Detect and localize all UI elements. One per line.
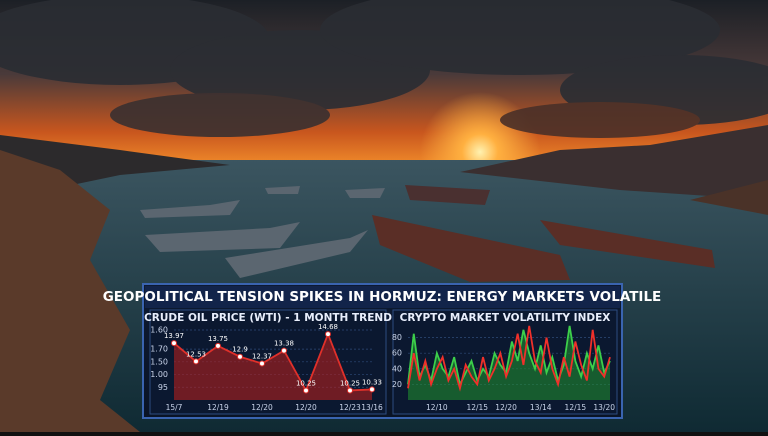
data-label: 14.68 — [318, 323, 338, 331]
point — [237, 353, 243, 360]
far-hills-right — [460, 125, 768, 200]
line — [407, 325, 611, 392]
y-tick-label: 1.60 — [150, 326, 168, 335]
x-tick-label: 12/15 — [565, 403, 587, 412]
panel-title: GEOPOLITICAL TENSION SPIKES IN HORMUZ: E… — [103, 289, 662, 305]
data-label: 12.53 — [186, 350, 206, 358]
x-tick-label: 12/20 — [295, 403, 317, 412]
point — [325, 331, 331, 338]
line — [407, 325, 611, 388]
point — [347, 387, 353, 394]
cliff-left — [0, 150, 140, 432]
data-label: 13.38 — [274, 340, 294, 348]
x-tick-label: 13/14 — [530, 403, 552, 412]
point — [303, 387, 309, 394]
data-label: 10.25 — [296, 379, 316, 387]
panel-header — [145, 286, 620, 308]
chart-title: CRYPTO MARKET VOLATILITY INDEX — [400, 312, 611, 324]
data-label: 12.37 — [252, 352, 272, 360]
y-tick-label: 95 — [158, 383, 168, 392]
data-label: 10.33 — [362, 378, 382, 386]
y-tick-label: 60 — [392, 349, 402, 358]
y-tick-label: 20 — [392, 380, 402, 389]
x-tick-label: 13/20 — [593, 403, 615, 412]
y-tick-label: 80 — [392, 333, 402, 342]
y-tick-label: 1.50 — [150, 357, 168, 366]
cliff-right — [690, 180, 768, 215]
chart-title: CRUDE OIL PRICE (WTI) - 1 MONTH TREND — [144, 312, 392, 324]
x-tick-label: 12/19 — [207, 403, 229, 412]
x-tick-label: 12/23 — [339, 403, 361, 412]
ships — [140, 185, 715, 282]
y-tick-label: 1.70 — [150, 345, 168, 354]
y-tick-label: 1.00 — [150, 370, 168, 379]
point — [281, 347, 287, 354]
y-tick-label: 40 — [392, 364, 402, 373]
point — [369, 386, 375, 393]
x-tick-label: 12/10 — [426, 403, 448, 412]
clouds — [0, 0, 768, 138]
x-tick-label: 12/15 — [466, 403, 488, 412]
point — [193, 358, 199, 365]
x-tick-label: 13/16 — [361, 403, 383, 412]
point — [215, 342, 221, 349]
point — [259, 360, 265, 367]
x-tick-label: 12/20 — [251, 403, 273, 412]
x-tick-label: 12/20 — [495, 403, 517, 412]
data-label: 12.9 — [232, 346, 248, 354]
line — [173, 331, 373, 393]
x-tick-label: 15/7 — [166, 403, 183, 412]
data-label: 10.25 — [340, 379, 360, 387]
data-label: 13.75 — [208, 335, 228, 343]
point — [171, 340, 177, 347]
data-label: 13.97 — [164, 332, 184, 340]
